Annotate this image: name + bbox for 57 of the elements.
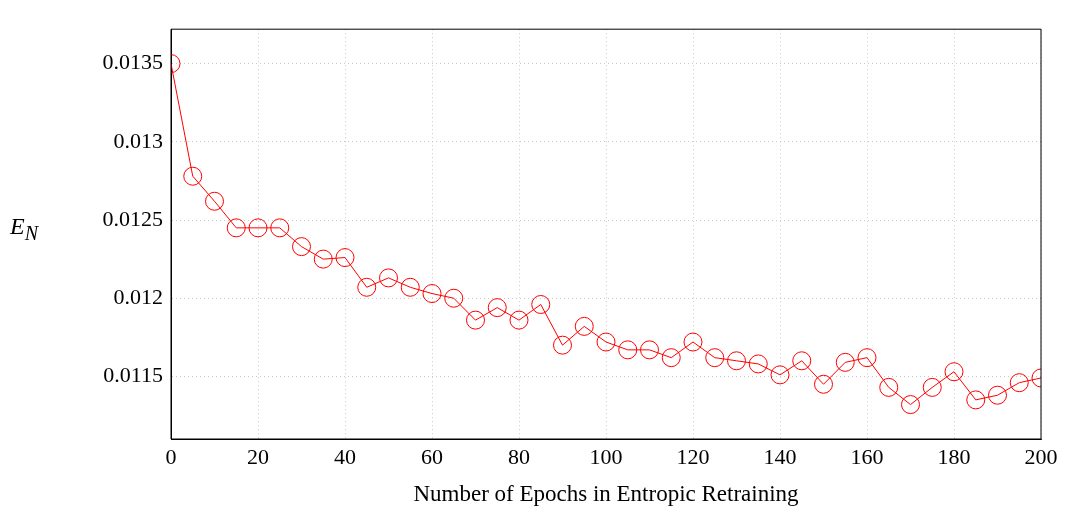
y-tick-label: 0.0115 — [103, 362, 163, 388]
point — [248, 218, 268, 238]
x-tick-label: 20 — [247, 443, 269, 469]
point — [922, 377, 942, 397]
x-tick-label: 40 — [334, 443, 356, 469]
point — [292, 237, 311, 257]
point — [727, 351, 746, 371]
point — [574, 316, 594, 336]
point — [661, 348, 681, 368]
point — [531, 294, 551, 314]
point — [466, 310, 485, 330]
point — [422, 284, 442, 304]
point — [944, 362, 964, 382]
point — [792, 351, 812, 371]
point — [857, 348, 877, 368]
y-tick-label: 0.0135 — [102, 49, 163, 75]
point — [705, 348, 725, 368]
x-tick-label: 180 — [937, 443, 971, 469]
point — [553, 335, 572, 355]
point — [683, 332, 703, 352]
point — [770, 365, 790, 385]
x-tick-label: 60 — [421, 443, 443, 469]
point — [335, 248, 355, 268]
x-axis-title: Number of Epochs in Entropic Retraining — [413, 481, 800, 507]
y-axis-title: E$_{N}$ — [10, 213, 39, 245]
point — [966, 390, 986, 410]
point — [596, 332, 616, 352]
x-tick-label: 120 — [676, 443, 710, 469]
x-tick-label: 100 — [589, 443, 623, 469]
point — [509, 310, 529, 330]
point — [835, 352, 855, 372]
x-tick-label: 200 — [1024, 443, 1058, 469]
point — [879, 377, 899, 397]
point — [183, 166, 203, 186]
point — [357, 277, 377, 297]
point — [444, 288, 464, 308]
point — [988, 385, 1007, 405]
point — [270, 218, 290, 238]
point — [618, 340, 638, 360]
point — [205, 191, 224, 211]
point — [379, 268, 398, 288]
point — [226, 218, 246, 238]
point — [313, 249, 333, 269]
point — [400, 277, 420, 297]
point — [640, 340, 659, 360]
y-tick-label: 0.0125 — [102, 205, 163, 231]
point — [487, 298, 507, 318]
y-tick-label: 0.012 — [113, 284, 163, 310]
x-tick-label: 140 — [763, 443, 797, 469]
x-tick-label: 80 — [508, 443, 530, 469]
x-tick-label: 0 — [165, 443, 177, 469]
point — [748, 354, 768, 374]
point — [814, 374, 833, 394]
y-tick-label: 0.013 — [113, 127, 163, 153]
point — [901, 395, 920, 415]
point — [1009, 373, 1029, 393]
x-tick-label: 160 — [850, 443, 884, 469]
